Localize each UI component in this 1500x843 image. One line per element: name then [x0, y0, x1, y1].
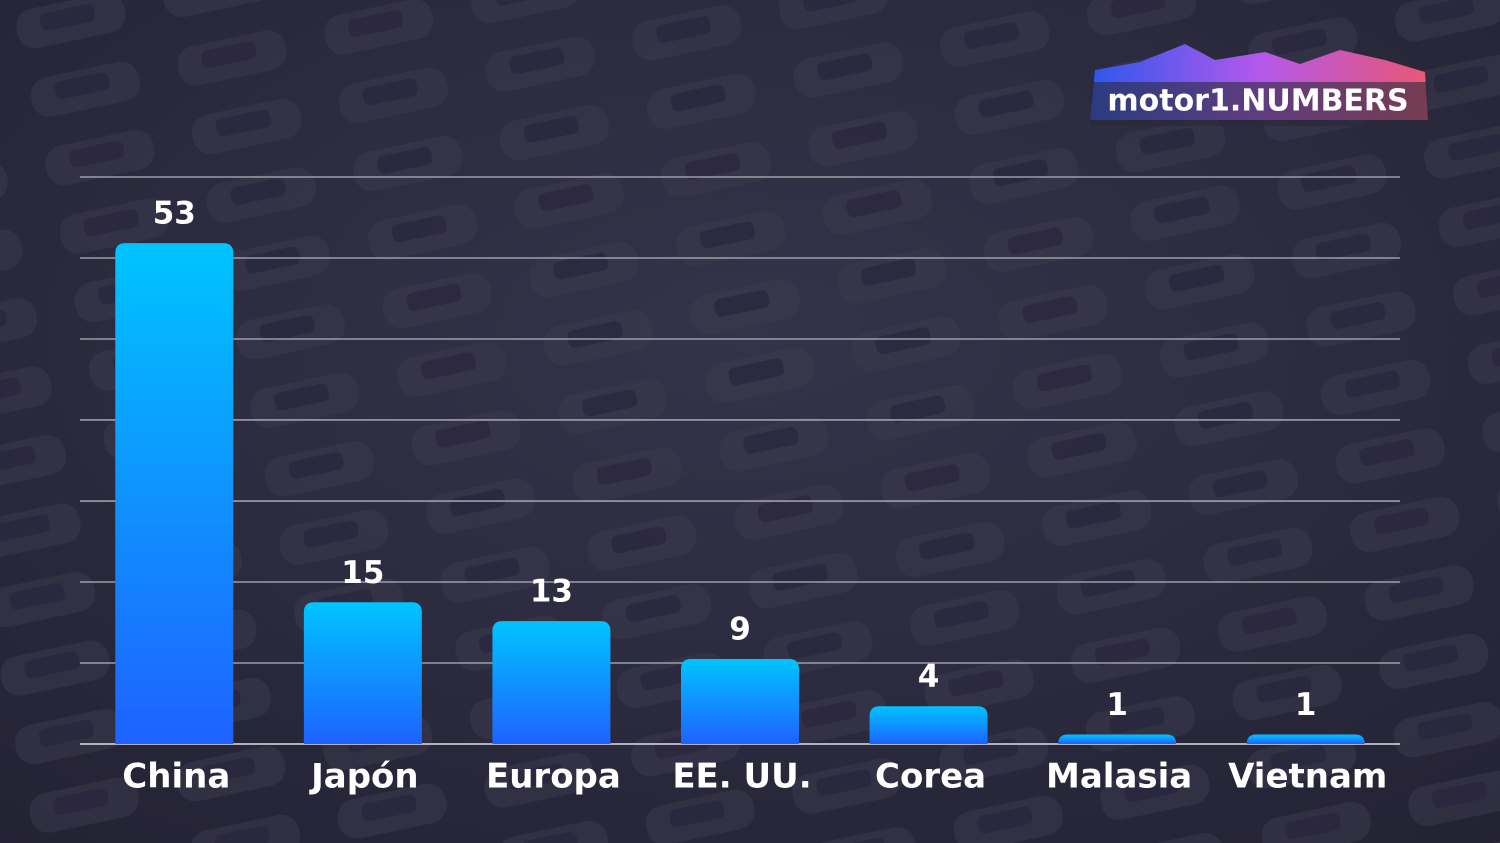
x-tick-label: China — [122, 757, 230, 797]
bar — [681, 658, 799, 744]
logo-band — [1090, 82, 1428, 126]
value-label: 9 — [729, 611, 751, 647]
x-tick-label: EE. UU. — [672, 757, 811, 797]
x-tick-label: Vietnam — [1228, 757, 1387, 797]
bar — [303, 602, 422, 744]
x-tick-label: Europa — [486, 757, 621, 797]
plot: China 53 Japón 15 Europa 13 EE. UU. 9 Corea 4 Mala… — [80, 176, 1400, 797]
bar — [869, 706, 988, 744]
bar — [1058, 734, 1177, 744]
value-label: 1 — [1106, 687, 1128, 723]
x-tick-label: Malasia — [1046, 757, 1192, 797]
value-label: 1 — [1295, 687, 1317, 723]
value-label: 53 — [153, 196, 196, 232]
x-tick-label: Japón — [309, 757, 419, 797]
bar — [115, 243, 234, 744]
bar — [492, 621, 611, 744]
x-tick-label: Corea — [875, 757, 986, 797]
value-label: 13 — [530, 574, 573, 610]
value-label: 15 — [341, 555, 384, 591]
bar — [1246, 734, 1365, 744]
value-label: 4 — [918, 659, 940, 695]
logo-text: motor1.NUMBERS — [1107, 84, 1408, 119]
logo: motor1.NUMBERS — [1090, 44, 1428, 126]
